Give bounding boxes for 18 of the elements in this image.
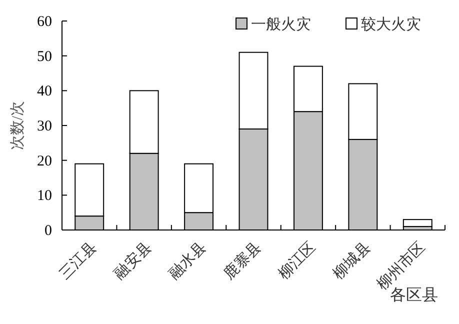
x-tick-label: 柳江区: [275, 238, 320, 283]
x-tick-label: 融安县: [111, 238, 155, 283]
x-tick-label: 三江县: [56, 238, 100, 283]
y-tick-label: 50: [37, 48, 52, 65]
y-tick-label: 60: [37, 14, 52, 30]
y-tick-label: 10: [37, 188, 52, 204]
y-axis-title: 次数/次: [10, 100, 26, 150]
y-tick-label: 20: [37, 153, 52, 170]
x-tick-label: 鹿寨县: [220, 238, 264, 283]
x-tick-label: 柳城县: [330, 238, 374, 283]
y-tick-label: 30: [37, 118, 52, 134]
x-tick-label: 融水县: [166, 238, 210, 283]
y-tick-label: 0: [44, 223, 52, 239]
bar: [402, 219, 432, 228]
legend-label: 较大火灾: [361, 16, 421, 33]
legend-label: 一般火灾: [251, 16, 311, 33]
x-axis-title: 各区县: [390, 287, 438, 304]
y-tick-label: 40: [37, 84, 52, 100]
